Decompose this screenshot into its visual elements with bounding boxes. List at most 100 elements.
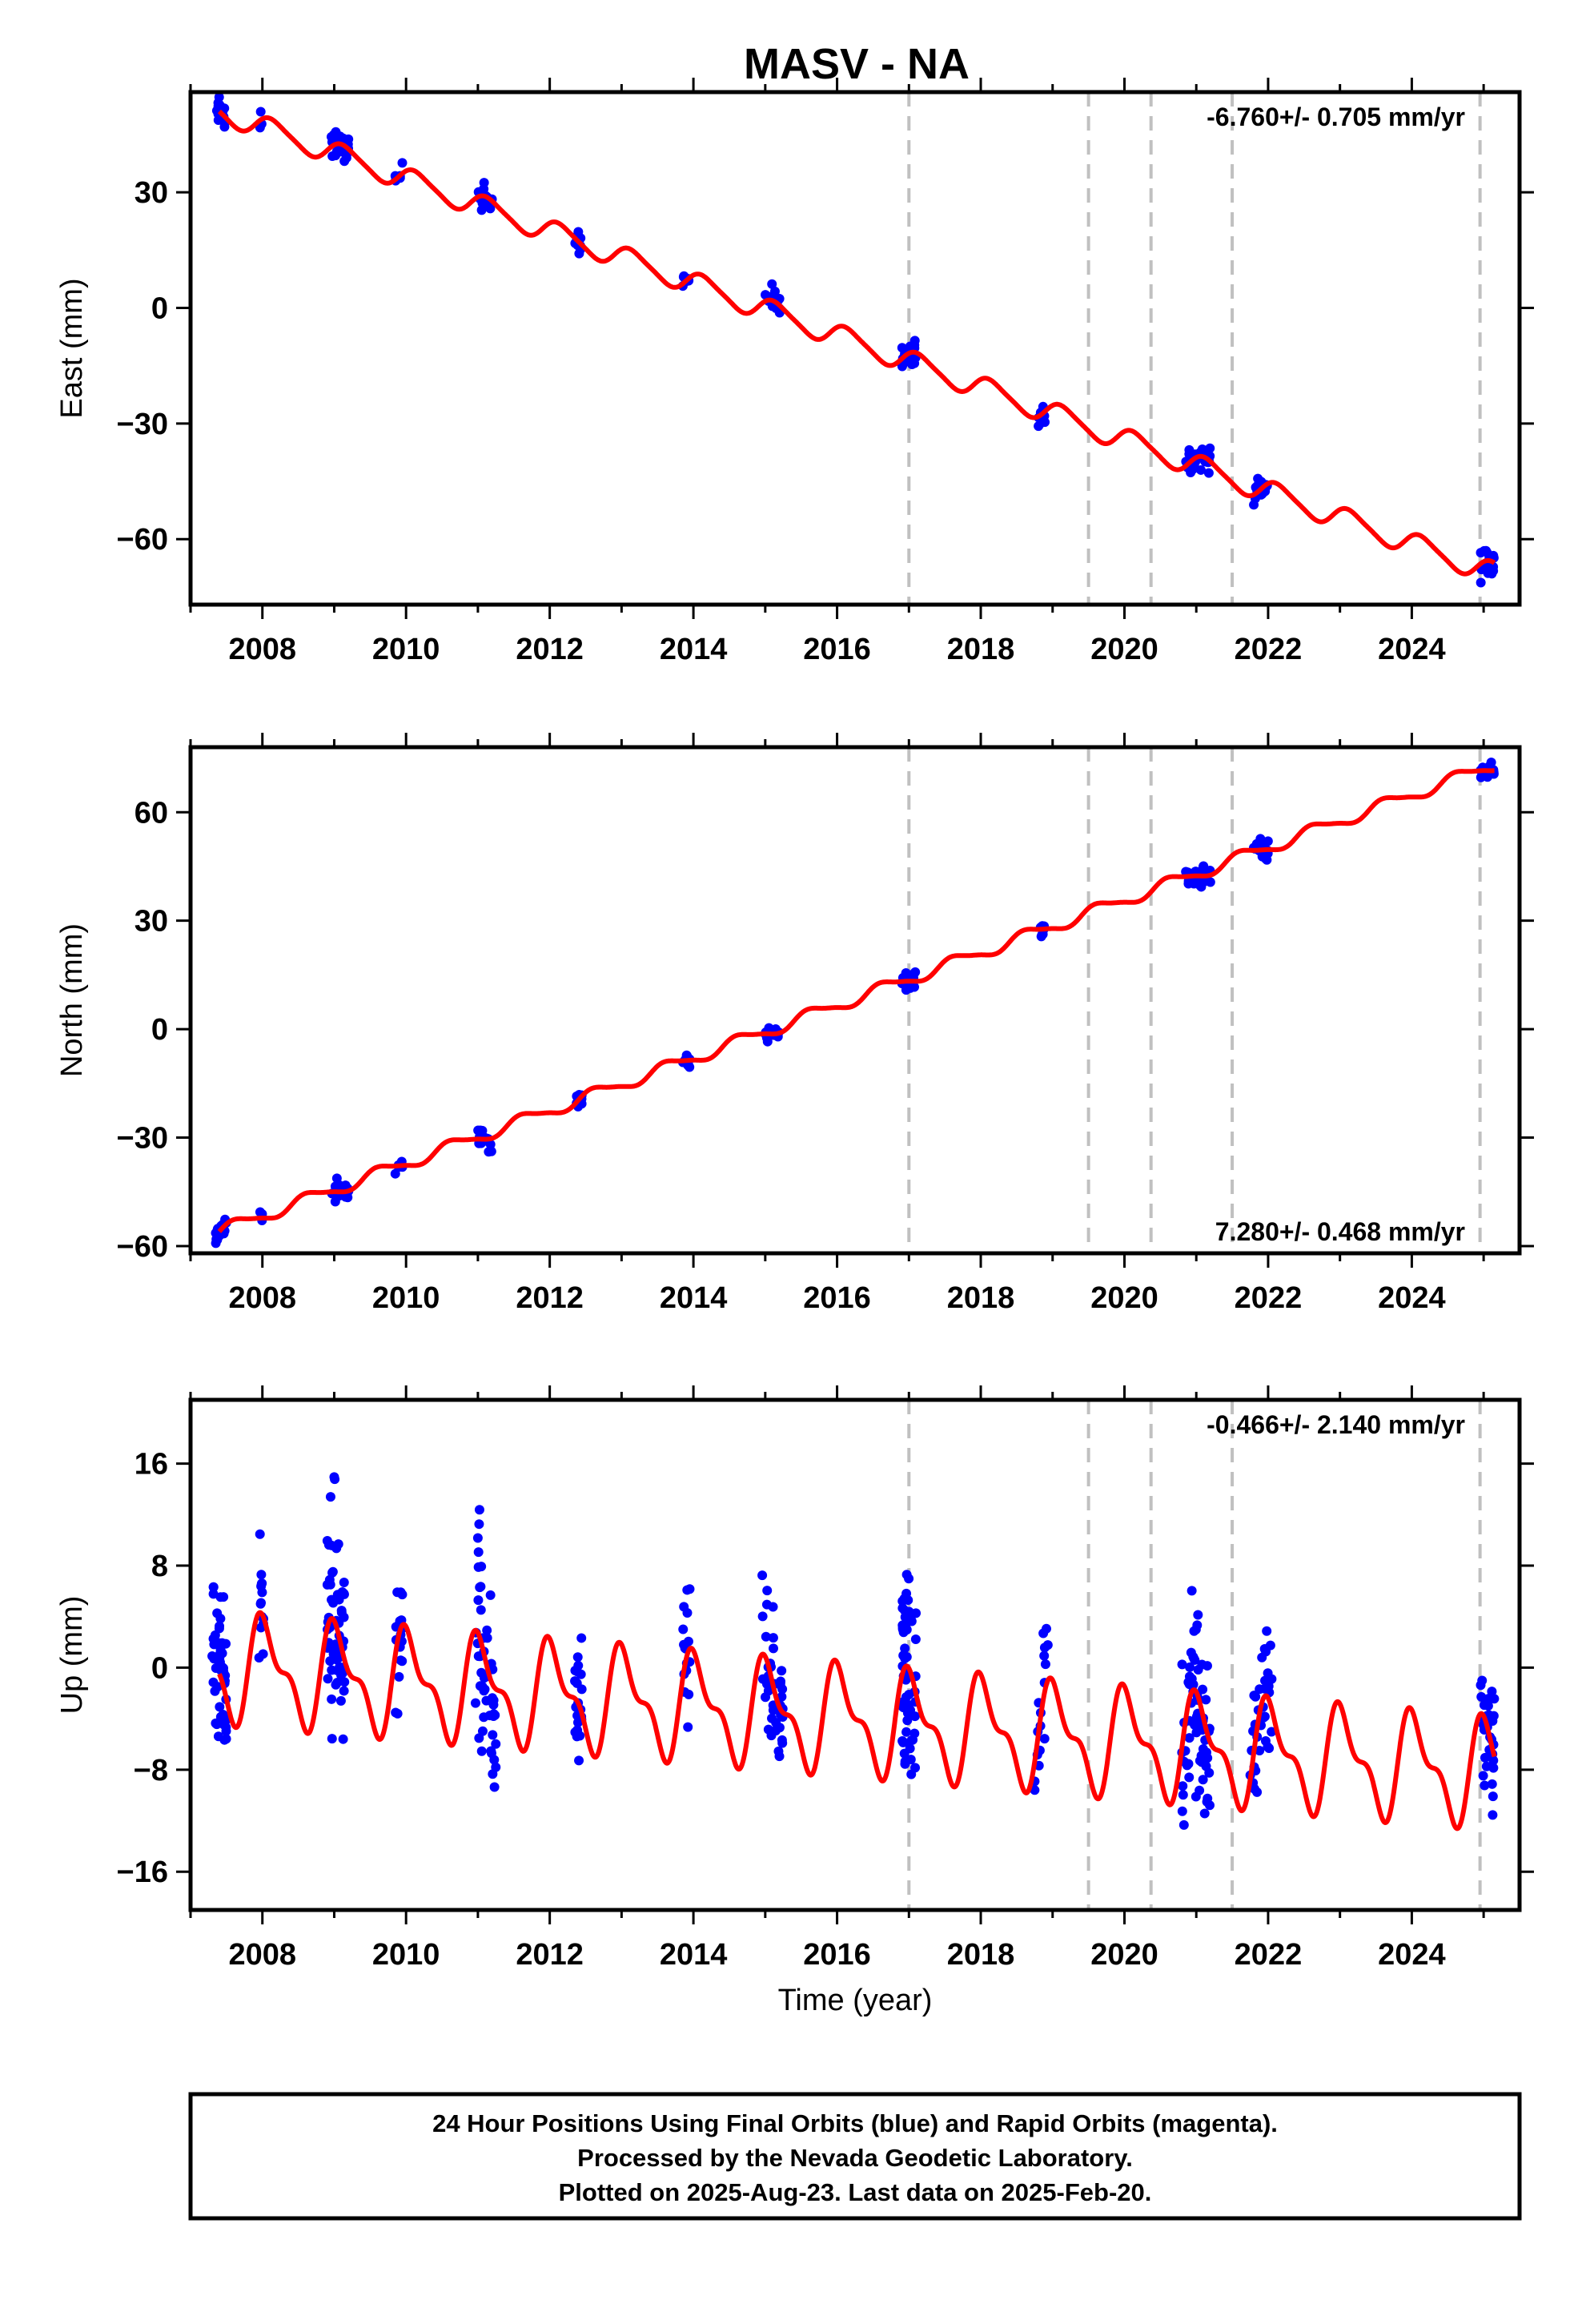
data-point	[482, 1625, 492, 1635]
data-point	[763, 1724, 773, 1735]
data-point	[215, 1702, 225, 1712]
x-tick-label: 2014	[660, 1281, 728, 1315]
data-point	[470, 1698, 480, 1708]
data-point	[572, 1652, 583, 1663]
data-point	[574, 1755, 584, 1766]
data-point	[339, 1578, 349, 1588]
data-point	[1487, 1779, 1497, 1789]
x-tick-label: 2014	[660, 633, 728, 666]
y-tick-label: 0	[151, 292, 168, 325]
x-tick-label: 2014	[660, 1938, 728, 1972]
data-point	[771, 1726, 781, 1736]
data-point	[394, 1671, 404, 1682]
rate-annotation: 7.280+/- 0.468 mm/yr	[1215, 1217, 1465, 1246]
data-point	[777, 1666, 787, 1676]
data-point	[217, 1638, 227, 1648]
data-point	[777, 1691, 787, 1702]
data-point	[678, 1624, 689, 1634]
y-tick-label: 0	[151, 1651, 168, 1685]
data-point	[1039, 1734, 1050, 1744]
data-point	[1488, 1711, 1499, 1721]
panel-north: 2008 2010 2012 2014 2016 2018 2020 2022 2024 −60 −…	[55, 733, 1534, 1315]
data-point	[482, 1633, 492, 1643]
x-tick-label: 2022	[1235, 1938, 1303, 1972]
data-point	[1030, 1785, 1040, 1795]
panel-frame	[188, 90, 1522, 607]
panel-frame	[188, 745, 1522, 1256]
data-point	[392, 1708, 403, 1719]
data-point	[480, 1684, 490, 1695]
data-point	[761, 290, 771, 300]
data-point	[474, 1505, 484, 1515]
x-axis-label: Time (year)	[778, 1984, 933, 2017]
data-point	[769, 1643, 779, 1654]
x-tick-label: 2010	[372, 1281, 440, 1315]
panel-plot-area	[211, 92, 1499, 605]
data-point	[572, 1678, 582, 1688]
data-point	[1199, 861, 1209, 871]
data-point	[218, 1710, 228, 1720]
y-axis-label: Up (mm)	[55, 1596, 89, 1715]
chart-title: MASV - NA	[744, 40, 970, 88]
data-point	[472, 1533, 483, 1543]
data-point	[682, 1585, 693, 1595]
x-tick-label: 2018	[947, 1938, 1015, 1972]
data-point	[1178, 1819, 1189, 1830]
data-point	[1038, 929, 1048, 939]
data-point	[397, 1656, 408, 1667]
data-point	[212, 1682, 223, 1692]
y-tick-label: −30	[117, 1122, 168, 1156]
data-point	[1488, 1810, 1498, 1820]
footer-box: 24 Hour Positions Using Final Orbits (bl…	[188, 2092, 1522, 2221]
model-line	[217, 109, 1496, 577]
footer-line-1: 24 Hour Positions Using Final Orbits (bl…	[432, 2109, 1278, 2137]
data-point	[910, 1634, 921, 1645]
x-tick-label: 2016	[803, 1281, 871, 1315]
data-point	[1488, 1791, 1498, 1802]
data-point	[1250, 1783, 1260, 1794]
data-point	[1201, 1695, 1211, 1705]
data-point	[256, 1578, 267, 1589]
data-point	[1182, 1760, 1192, 1771]
footer-frame	[188, 2092, 1522, 2221]
footer-line-2: Processed by the Nevada Geodetic Laborat…	[577, 2144, 1133, 2172]
data-point	[486, 1146, 496, 1156]
data-point	[1484, 565, 1495, 576]
data-point	[1193, 1610, 1203, 1620]
data-point	[477, 1726, 488, 1736]
data-point	[1480, 1780, 1490, 1791]
data-point	[1189, 1654, 1199, 1664]
panels: 2008 2010 2012 2014 2016 2018 2020 2022 2024 −60 −…	[55, 78, 1534, 2017]
data-point	[479, 178, 489, 188]
data-point	[397, 158, 408, 168]
data-point	[327, 1694, 337, 1704]
x-tick-label: 2010	[372, 633, 440, 666]
x-tick-label: 2024	[1378, 633, 1446, 666]
data-point	[256, 1598, 267, 1608]
data-point	[1486, 758, 1496, 768]
x-tick-label: 2010	[372, 1938, 440, 1972]
data-point	[1177, 1659, 1187, 1670]
data-point	[1194, 879, 1204, 890]
data-point	[1203, 468, 1214, 478]
data-point	[258, 1649, 268, 1659]
y-tick-label: 60	[135, 796, 168, 830]
data-point	[905, 1711, 916, 1721]
y-tick-label: −60	[117, 1230, 168, 1264]
data-point	[572, 1717, 583, 1727]
data-point	[333, 1594, 343, 1604]
data-point	[325, 1492, 335, 1502]
data-point	[767, 1713, 777, 1723]
data-point	[1040, 417, 1050, 428]
x-tick-label: 2012	[516, 633, 584, 666]
data-point	[473, 1651, 484, 1662]
data-point	[683, 1722, 693, 1732]
data-point	[1042, 1640, 1053, 1651]
data-point	[1257, 1652, 1267, 1663]
panel-up: 2008 2010 2012 2014 2016 2018 2020 2022 2024 −16 −…	[55, 1385, 1534, 2017]
data-point	[1249, 500, 1259, 510]
y-tick-label: 0	[151, 1013, 168, 1047]
data-point	[1202, 1796, 1212, 1807]
data-point	[208, 1589, 219, 1599]
